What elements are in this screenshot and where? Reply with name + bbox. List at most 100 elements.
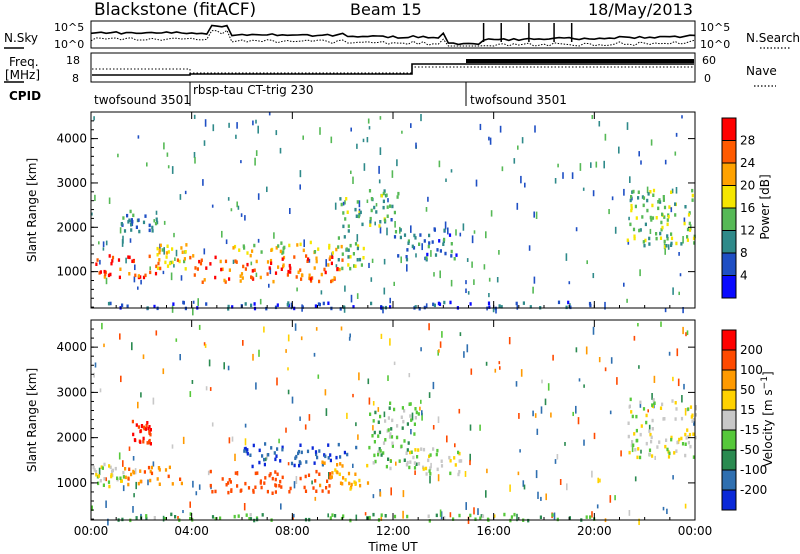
noise-cell [682,326,684,335]
noise-cell [221,230,223,238]
freq-label-line1: Freq. [9,55,39,69]
noise-cell [357,434,359,440]
echo-cell [256,471,259,475]
noise-cell [614,226,617,234]
noise-cell [427,196,429,202]
echo-cell [539,515,542,519]
echo-cell [305,254,308,258]
noise-cell [419,406,421,411]
noise-cell [537,491,539,499]
echo-cell [383,218,387,223]
echo-cell [329,472,332,476]
noise-cell [91,505,93,511]
echo-cell [643,243,646,248]
echo-cell [319,483,322,488]
noise-cell [579,163,582,171]
echo-cell [205,302,208,306]
echo-cell [634,448,637,452]
noise-cell [638,151,640,157]
echo-cell [107,301,111,306]
noise-cell [103,343,105,348]
noise-cell [591,511,593,518]
noise-cell [675,132,678,137]
echo-cell [281,257,284,261]
noise-cell [682,236,684,244]
echo-cell [652,398,655,402]
echo-cell [384,438,387,442]
echo-cell [214,517,217,521]
echo-cell [436,248,439,252]
noise-cell [535,470,538,479]
echo-cell [377,420,380,424]
echo-cell [328,243,331,248]
echo-cell [688,221,691,226]
echo-cell [405,255,408,259]
noise-cell [684,408,687,416]
noise-cell [534,413,537,418]
echo-cell [281,445,284,450]
noise-cell [207,470,210,476]
echo-cell [132,259,135,264]
echo-cell [440,464,444,468]
echo-cell [440,459,443,463]
echo-cell [409,414,412,418]
echo-cell [674,213,677,217]
echo-cell [629,198,632,203]
noise-cell [469,424,472,431]
noise-cell [532,410,534,417]
noise-cell [120,375,122,383]
noise-cell [101,322,103,330]
echo-cell [634,204,637,209]
noise-cell [280,503,282,510]
echo-cell [92,465,95,470]
noise-cell [276,377,278,386]
noise-cell [195,491,198,496]
echo-cell [172,302,175,306]
echo-cell [274,457,277,462]
noise-cell [180,275,183,281]
echo-cell [388,406,391,410]
echo-cell [201,280,204,284]
echo-cell [166,264,170,268]
noise-cell [189,391,192,398]
echo-cell [156,266,160,270]
noise-cell [591,470,593,478]
echo-cell [345,197,348,201]
echo-cell [268,473,271,478]
echo-cell [425,472,428,476]
noise-cell [432,381,435,390]
echo-cell [151,225,154,230]
echo-cell [184,250,187,254]
noise-cell [99,259,101,265]
noise-cell [479,424,481,431]
echo-cell [104,272,107,277]
colorbar-tick-label: 24 [740,156,755,170]
noise-cell [235,134,237,139]
noise-cell [559,479,562,485]
echo-cell [422,467,425,471]
noise-cell [485,490,487,498]
echo-cell [373,205,376,210]
echo-cell [132,213,135,218]
echo-cell [317,302,320,306]
noise-cell [637,323,639,327]
noise-cell [449,512,452,518]
noise-cell [493,514,496,518]
echo-cell [274,470,277,474]
echo-cell [691,198,694,202]
echo-cell [409,402,412,406]
noise-cell [292,514,294,521]
echo-cell [455,253,458,257]
echo-cell [228,268,231,272]
echo-cell [674,401,677,405]
echo-cell [151,229,154,233]
echo-cell [176,258,179,262]
echo-cell [290,461,294,466]
noise-cell [230,208,233,212]
noise-cell [671,188,674,194]
echo-cell [321,463,324,467]
echo-cell [676,440,679,445]
noise-search-label: N.Search [746,31,800,45]
noise-cell [499,125,502,133]
echo-cell [120,479,123,483]
